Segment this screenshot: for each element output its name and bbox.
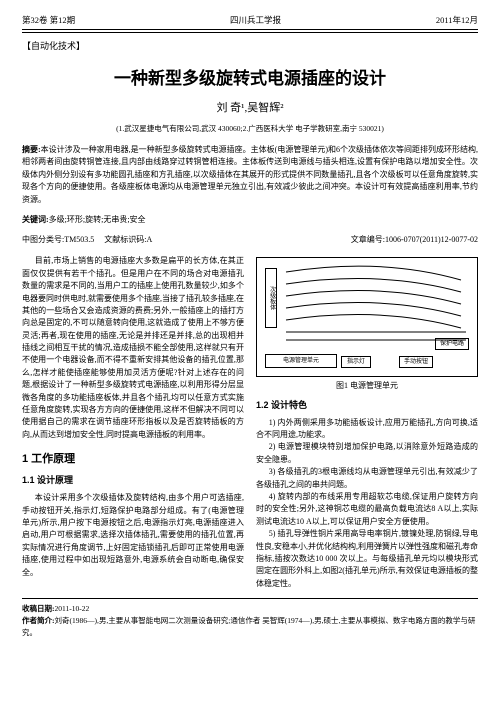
figure-1-inner: 电源管理单元 次级板体 保护电路 指示灯 手动按钮: [261, 262, 473, 372]
article-title: 一种新型多级旋转式电源插座的设计: [22, 64, 478, 89]
right-column: 电源管理单元 次级板体 保护电路 指示灯 手动按钮 图1 电源管理单元 1.2 …: [256, 255, 478, 590]
article-id: 1006-0707(2011)12-0077-02: [385, 235, 478, 244]
doc-code-label: 文献标识码:: [104, 235, 146, 244]
header-rule: [22, 32, 478, 33]
figure-1: 电源管理单元 次级板体 保护电路 指示灯 手动按钮: [256, 257, 478, 377]
section-1-1-heading: 1.1 设计原理: [22, 474, 244, 488]
header-right: 2011年12月: [436, 14, 478, 26]
feature-item-4: 4) 旋转内部的布线采用专用超软芯电缆,保证用户旋转方向时的安全性;另外,这神铜…: [256, 491, 478, 528]
class-left: 中图分类号:TM503.5 文献标识码:A: [22, 234, 152, 245]
keywords-label: 关键词:: [22, 215, 49, 224]
article-id-label: 文章编号:: [351, 235, 385, 244]
author-bio-line: 作者简介:刘奇(1986—),男,主要从事智能电网二次测量设备研究;通信作者 吴…: [22, 615, 478, 639]
recv-date: 2011-10-22: [55, 604, 90, 613]
abstract-text: 本设计涉及一种家用电器,是一种新型多级旋转式电源插座。主体板(电源管理单元)和6…: [22, 145, 478, 204]
article-affiliations: (1.武汉星捷电气有限公司,武汉 430060;2.广西医科大学 电子学教研室,…: [22, 123, 478, 134]
section-1-heading: 1 工作原理: [22, 451, 244, 468]
doc-code: A: [146, 235, 152, 244]
figure-curves-icon: [261, 262, 473, 372]
class-no: TM503.5: [64, 235, 94, 244]
footer-block: 收稿日期:2011-10-22 作者简介:刘奇(1986—),男,主要从事智能电…: [22, 598, 478, 639]
keywords-text: 多级;环形;旋转;无串贵;安全: [49, 215, 146, 224]
page-header: 第32卷 第12期 四川兵工学报 2011年12月: [22, 14, 478, 30]
feature-item-1: 1) 内外两侧采用多功能插板设计,应用万能插孔,方向可换,适合不同用途,功能求。: [256, 417, 478, 442]
classification-row: 中图分类号:TM503.5 文献标识码:A 文章编号:1006-0707(201…: [22, 234, 478, 245]
keywords-block: 关键词:多级;环形;旋转;无串贵;安全: [22, 214, 478, 226]
section-tag: 【自动化技术】: [22, 39, 478, 52]
section-1-2-heading: 1.2 设计特色: [256, 399, 478, 413]
class-no-label: 中图分类号:: [22, 235, 64, 244]
section-1-1-paragraph: 本设计采用多个次级插体及旋转结构,由多个用户可选插座,手动按钮开关,指示灯,短路…: [22, 492, 244, 579]
figure-1-caption: 图1 电源管理单元: [256, 380, 478, 392]
article-authors: 刘 奇¹,吴智辉²: [22, 99, 478, 115]
feature-item-2: 2) 电源管理模块特别增加保护电路,以消除意外短路造成的安全隐患。: [256, 441, 478, 466]
feature-item-3: 3) 各级插孔的3根电源线均从电源管理单元引出,有效减少了各级插孔之间的串共问题…: [256, 466, 478, 491]
class-right: 文章编号:1006-0707(2011)12-0077-02: [351, 234, 478, 245]
header-center: 四川兵工学报: [230, 14, 281, 26]
author-bio-label: 作者简介:: [22, 616, 55, 625]
abstract-block: 摘要:本设计涉及一种家用电器,是一种新型多级旋转式电源插座。主体板(电源管理单元…: [22, 144, 478, 206]
author-bio: 刘奇(1986—),男,主要从事智能电网二次测量设备研究;通信作者 吴智辉(19…: [22, 616, 475, 637]
body-columns: 目前,市场上销售的电源插座大多数是扁平的长方体,在其正面仅仅提供有若干个插孔。但…: [22, 255, 478, 590]
feature-item-5: 5) 插孔导弹性铜片采用高导电率铜片,镀镍处理,防铜绿,导电性良,安稳本小,并优…: [256, 528, 478, 590]
recv-label: 收稿日期:: [22, 604, 55, 613]
abstract-label: 摘要:: [22, 145, 41, 154]
received-date-line: 收稿日期:2011-10-22: [22, 603, 478, 615]
intro-paragraph: 目前,市场上销售的电源插座大多数是扁平的长方体,在其正面仅仅提供有若干个插孔。但…: [22, 255, 244, 441]
header-left: 第32卷 第12期: [22, 14, 75, 26]
left-column: 目前,市场上销售的电源插座大多数是扁平的长方体,在其正面仅仅提供有若干个插孔。但…: [22, 255, 244, 590]
